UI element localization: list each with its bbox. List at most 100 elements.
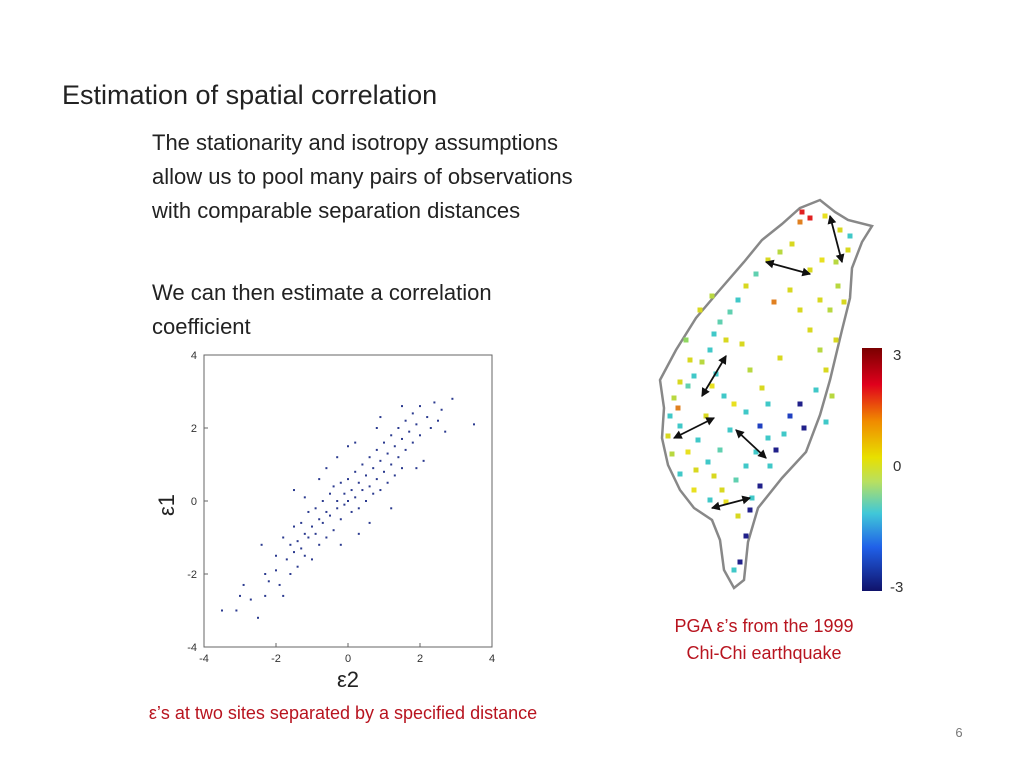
scatter-point	[296, 565, 299, 568]
scatter-point	[221, 609, 223, 612]
separation-arrow-head	[701, 387, 710, 397]
scatter-point	[411, 441, 414, 444]
map-station-dot	[799, 209, 805, 215]
scatter-point	[375, 478, 378, 481]
scatter-point	[267, 580, 270, 583]
scatter-point	[332, 529, 335, 532]
map-station-dot	[727, 309, 733, 315]
scatter-point	[235, 609, 238, 612]
scatter-point	[282, 594, 285, 597]
colorbar-tick: 3	[893, 347, 901, 364]
scatter-point	[343, 503, 346, 506]
scatter-point	[386, 452, 389, 455]
scatter-point	[325, 510, 328, 513]
map-station-dot	[797, 401, 803, 407]
scatter-point	[332, 485, 335, 488]
map-station-dot	[847, 233, 853, 239]
scatter-point	[379, 489, 382, 492]
scatter-point	[314, 532, 317, 535]
scatter-caption: ε’s at two sites separated by a specifie…	[148, 703, 538, 723]
scatter-point	[260, 543, 263, 546]
page-number: 6	[955, 725, 963, 740]
scatter-point	[350, 489, 353, 492]
scatter-point	[249, 598, 252, 601]
map-station-dot	[757, 423, 763, 429]
map-station-dot	[711, 473, 717, 479]
map-station-dot	[822, 213, 828, 219]
map-station-dot	[733, 477, 739, 483]
scatter-point	[375, 448, 378, 451]
scatter-point	[303, 554, 306, 557]
scatter-point	[401, 437, 403, 440]
map-station-dot	[677, 471, 683, 477]
scatter-point	[383, 470, 385, 473]
paragraph-line: with comparable separation distances	[152, 198, 521, 223]
scatter-point	[379, 459, 382, 462]
map-station-dot	[671, 395, 677, 401]
y-tick-label: -4	[187, 642, 197, 654]
scatter-point	[354, 470, 357, 473]
map-station-dot	[789, 241, 795, 247]
scatter-point	[415, 423, 418, 426]
scatter-point	[303, 532, 306, 535]
map-station-dot	[773, 447, 779, 453]
separation-arrow-line	[829, 215, 843, 263]
scatter-point	[347, 445, 349, 448]
scatter-point	[321, 500, 324, 502]
map-station-dot	[691, 373, 697, 379]
scatter-point	[429, 427, 432, 429]
y-tick-label: -2	[187, 569, 197, 581]
scatter-point	[365, 500, 367, 502]
separation-arrow-head	[710, 501, 721, 511]
separation-arrow-head	[835, 253, 845, 264]
scatter-point	[278, 583, 281, 586]
taiwan-epsilon-map: 3 0 -3	[658, 198, 903, 596]
scatter-point	[339, 543, 342, 546]
scatter-point	[275, 569, 277, 572]
scatter-point	[444, 430, 447, 433]
paragraph-correlation: We can then estimate a correlation coeff…	[152, 276, 492, 344]
scatter-point	[318, 518, 321, 521]
separation-arrow-head	[705, 417, 715, 426]
scatter-point	[300, 547, 303, 550]
scatter-point	[437, 419, 439, 422]
map-station-dot	[685, 383, 691, 389]
map-station-dot	[723, 499, 729, 505]
map-station-dot	[753, 271, 759, 277]
scatter-point	[357, 532, 360, 535]
scatter-point	[415, 467, 418, 470]
paragraph-line: We can then estimate a correlation	[152, 280, 492, 305]
map-station-dot	[753, 449, 759, 455]
scatter-point	[289, 543, 292, 546]
map-station-dot	[749, 495, 755, 501]
scatter-point	[318, 543, 321, 546]
map-station-dot	[709, 293, 715, 299]
map-station-dot	[731, 567, 737, 573]
scatter-point	[314, 507, 317, 510]
scatter-point	[239, 594, 241, 597]
scatter-point	[336, 500, 339, 502]
map-station-dot	[747, 367, 753, 373]
scatter-point	[368, 456, 371, 459]
map-station-dot	[721, 393, 727, 399]
map-station-dot	[833, 259, 839, 265]
map-station-dot	[807, 327, 813, 333]
scatter-point	[404, 419, 407, 422]
colorbar-tick: -3	[890, 579, 903, 596]
separation-arrow-head	[718, 355, 727, 365]
scatter-point	[347, 500, 349, 502]
scatter-point	[354, 496, 357, 499]
scatter-point	[325, 467, 328, 470]
scatter-point	[321, 521, 324, 524]
map-station-dot	[819, 257, 825, 263]
map-station-dot	[719, 487, 725, 493]
scatter-point	[361, 489, 364, 492]
map-station-dot	[723, 337, 729, 343]
map-station-dot	[765, 435, 771, 441]
y-tick-label: 4	[191, 350, 197, 362]
y-tick-label: 2	[191, 423, 197, 435]
slide-title: Estimation of spatial correlation	[62, 80, 438, 110]
map-station-dot	[827, 307, 833, 313]
map-station-dot	[735, 513, 741, 519]
map-station-dot	[717, 319, 723, 325]
